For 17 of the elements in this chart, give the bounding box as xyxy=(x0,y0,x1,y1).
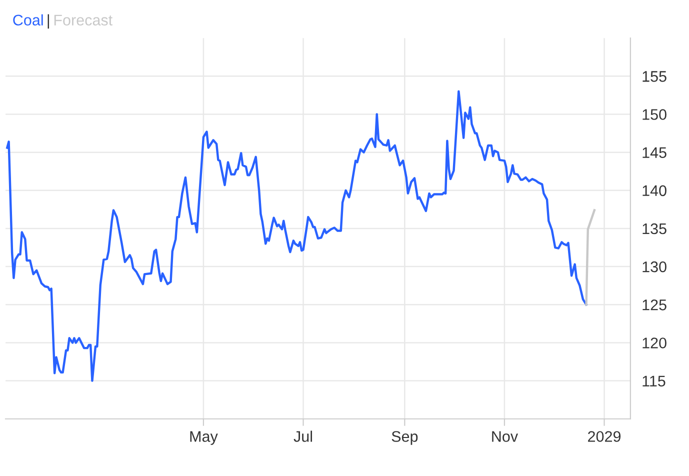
line-series xyxy=(6,90,588,382)
y-tick-label: 125 xyxy=(642,300,666,310)
y-tick-label: 155 xyxy=(642,71,666,82)
y-tick-label: 130 xyxy=(642,261,666,272)
y-tick-label: 120 xyxy=(642,338,666,348)
y-tick-label: 140 xyxy=(642,185,666,196)
y-tick-label: 150 xyxy=(642,109,666,120)
x-tick-label: May xyxy=(190,431,218,445)
x-tick-label: Jul xyxy=(294,430,312,442)
text: | xyxy=(48,14,50,29)
text: Coal xyxy=(13,14,43,26)
y-tick-label: 145 xyxy=(642,147,666,158)
x-tick-label: 2029 xyxy=(588,431,621,442)
x-tick-label: Sep xyxy=(392,431,418,445)
y-tick-label: 115 xyxy=(642,376,666,386)
x-tick-label: Nov xyxy=(492,431,518,442)
y-tick-label: 135 xyxy=(642,223,666,234)
